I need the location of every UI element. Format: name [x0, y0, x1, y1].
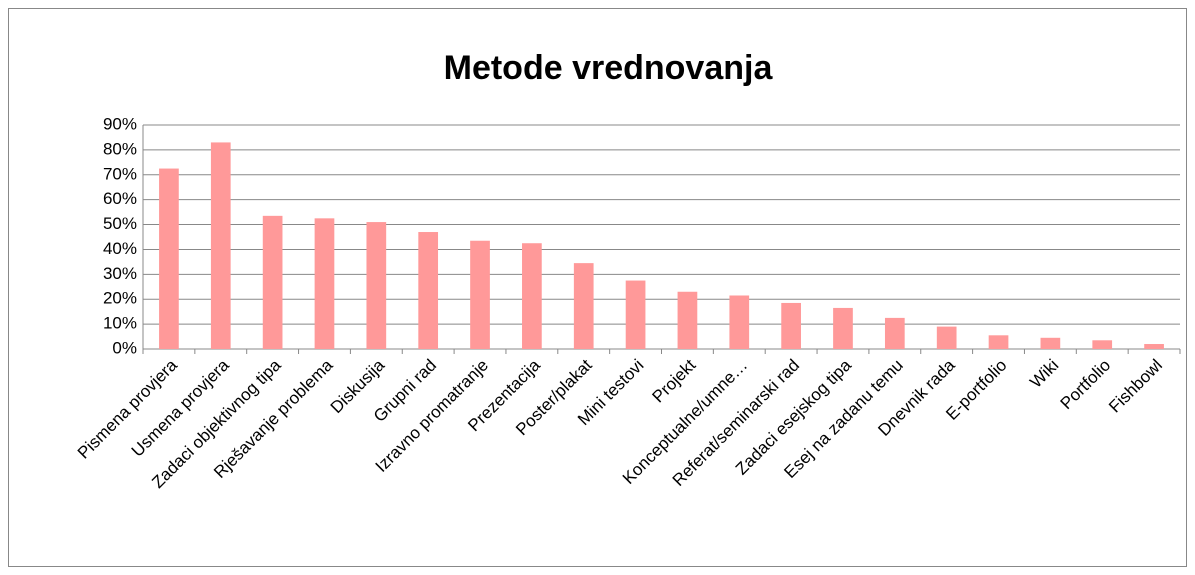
bar [781, 302, 801, 349]
bar [418, 232, 439, 349]
bar [159, 168, 179, 349]
bar [729, 295, 750, 349]
y-tick-label: 40% [103, 239, 137, 258]
bar [210, 142, 231, 349]
bar [470, 240, 490, 349]
y-tick-label: 20% [103, 289, 137, 308]
bar [833, 307, 853, 349]
bar [625, 280, 646, 349]
bar [522, 243, 542, 349]
y-tick-label: 60% [103, 189, 137, 208]
chart-title: Metode vrednovanja [444, 49, 774, 87]
bar [677, 291, 698, 349]
bar [988, 335, 1009, 349]
y-tick-label: 70% [103, 164, 137, 183]
y-tick-label: 50% [103, 214, 137, 233]
y-tick-label: 0% [112, 338, 137, 357]
y-tick-label: 10% [103, 314, 137, 333]
bar [884, 317, 905, 349]
y-tick-label: 80% [103, 139, 137, 158]
bar [573, 263, 594, 349]
bar [366, 222, 387, 349]
bar [262, 215, 283, 349]
y-tick-label: 30% [103, 264, 137, 283]
bar [1144, 344, 1164, 349]
bar [314, 218, 335, 349]
bar [1092, 340, 1113, 349]
chart-border [8, 8, 1187, 567]
bar [936, 326, 957, 349]
y-tick-label: 90% [103, 114, 137, 133]
bar [1040, 337, 1061, 349]
